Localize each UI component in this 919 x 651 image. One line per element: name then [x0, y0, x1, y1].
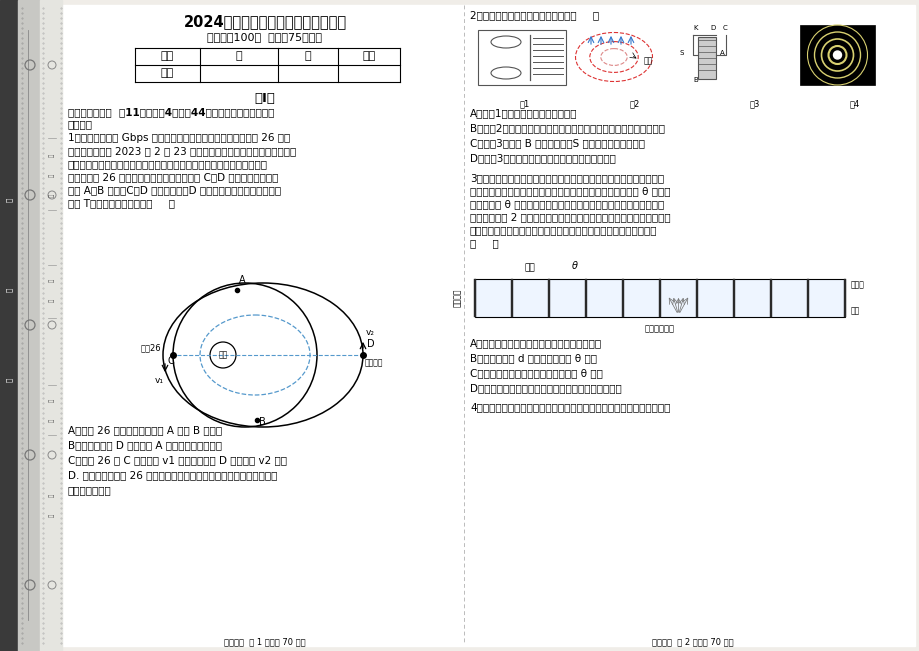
- Text: D. 相等时间内中星 26 与地球的连线扫过的面积大于侦察卫星与地球的: D. 相等时间内中星 26 与地球的连线扫过的面积大于侦察卫星与地球的: [68, 470, 277, 480]
- Bar: [800, 25, 874, 85]
- Text: 校: 校: [49, 419, 55, 422]
- Text: 屏幕: 屏幕: [850, 307, 859, 316]
- Text: D: D: [709, 25, 714, 31]
- Bar: [584, 279, 586, 317]
- Text: 都为 T。下列说法正确的是（     ）: 都为 T。下列说法正确的是（ ）: [68, 198, 175, 208]
- Text: D: D: [367, 339, 374, 349]
- Bar: [0, 0, 18, 651]
- Bar: [473, 279, 476, 317]
- Text: 装: 装: [6, 198, 12, 202]
- Text: v₂: v₂: [366, 328, 375, 337]
- Text: B: B: [259, 417, 266, 427]
- Text: C: C: [722, 25, 727, 31]
- Text: A．中星 26 与侦察卫星可能在 A 点或 B 点相遇: A．中星 26 与侦察卫星可能在 A 点或 B 点相遇: [68, 425, 221, 435]
- Text: 题号: 题号: [161, 51, 174, 61]
- Text: 内: 内: [49, 493, 55, 497]
- Text: 源，位于相邻两屏障的正中间。不考虑光的衍射。下列说法正确的是: 源，位于相邻两屏障的正中间。不考虑光的衍射。下列说法正确的是: [470, 225, 657, 235]
- Bar: [621, 279, 624, 317]
- Text: 一: 一: [235, 51, 242, 61]
- Text: 学: 学: [49, 398, 55, 402]
- Text: 交于 A、B 两点，C、D 连线过地心，D 点为远地点，两卫星运行周期: 交于 A、B 两点，C、D 连线过地心，D 点为远地点，两卫星运行周期: [68, 185, 281, 195]
- Text: 考: 考: [49, 514, 55, 517]
- Text: B: B: [692, 77, 697, 83]
- Text: D．从上往下观察手机屏幕，看到的图像比实际位置低: D．从上往下观察手机屏幕，看到的图像比实际位置低: [470, 383, 621, 393]
- Text: B．屏障的高度 d 越大，可视角度 θ 越大: B．屏障的高度 d 越大，可视角度 θ 越大: [470, 353, 596, 363]
- Text: 4．地铁靠站时列车车体和屏蔽门之间安装有光电传感器。如图甲所示，: 4．地铁靠站时列车车体和屏蔽门之间安装有光电传感器。如图甲所示，: [470, 402, 670, 412]
- Bar: [732, 279, 734, 317]
- Bar: [547, 279, 550, 317]
- Text: A: A: [720, 50, 724, 56]
- Bar: [695, 279, 698, 317]
- Text: 星，于北京时间 2023 年 2 月 23 日在西昌卫星发射中心成功发射，该卫: 星，于北京时间 2023 年 2 月 23 日在西昌卫星发射中心成功发射，该卫: [68, 146, 296, 156]
- Text: 侦察卫星: 侦察卫星: [365, 358, 383, 367]
- Text: 第I卷: 第I卷: [255, 92, 275, 105]
- Circle shape: [833, 51, 841, 59]
- Bar: [698, 37, 715, 79]
- Bar: [769, 279, 771, 317]
- Text: 发光像素单元: 发光像素单元: [644, 324, 675, 333]
- Text: A．图（1）中线圈中的磁场能在增加: A．图（1）中线圈中的磁场能在增加: [470, 108, 577, 118]
- Text: θ: θ: [572, 261, 577, 271]
- Text: 客: 客: [49, 154, 55, 157]
- Bar: [806, 279, 809, 317]
- Text: S: S: [679, 50, 684, 56]
- Text: 最大折射角的 2 倍）。发光像素单元紧贴防窥屏的下表面，可视为点光: 最大折射角的 2 倍）。发光像素单元紧贴防窥屏的下表面，可视为点光: [470, 212, 670, 222]
- Text: 班: 班: [49, 193, 55, 197]
- Text: 2．下列有关四幅图像说法正确的是（     ）: 2．下列有关四幅图像说法正确的是（ ）: [470, 10, 598, 20]
- Text: 二: 二: [304, 51, 311, 61]
- Bar: [40, 0, 62, 651]
- Text: 物理试题  第 2 页（共 70 页）: 物理试题 第 2 页（共 70 页）: [652, 637, 733, 646]
- Text: 透明介质: 透明介质: [452, 289, 461, 307]
- Text: 图1: 图1: [519, 99, 529, 108]
- Text: 中星26: 中星26: [141, 343, 161, 352]
- Bar: [843, 279, 845, 317]
- Text: 图2: 图2: [630, 99, 640, 108]
- Text: 线: 线: [6, 378, 12, 382]
- Text: 空气: 空气: [524, 264, 535, 273]
- Text: （可视角度 θ 定义为某像素单元发出的光在图示平面内折射到空气后: （可视角度 θ 定义为某像素单元发出的光在图示平面内折射到空气后: [470, 199, 664, 209]
- Text: 图3: 图3: [749, 99, 759, 108]
- Text: 连线扫过的面积: 连线扫过的面积: [68, 485, 111, 495]
- Text: A．防窥屏实现防窥效果主要是运用了光的干涉: A．防窥屏实现防窥效果主要是运用了光的干涉: [470, 338, 601, 348]
- Text: 1．我国首颗超百 Gbps 容量高通量地球静止轨道通信卫星中星 26 号卫: 1．我国首颗超百 Gbps 容量高通量地球静止轨道通信卫星中星 26 号卫: [68, 133, 289, 143]
- Text: 订: 订: [6, 288, 12, 292]
- Text: 2024年高考物理考前冲刺试卷及答案: 2024年高考物理考前冲刺试卷及答案: [183, 14, 346, 29]
- Text: B．图（2）中变化的磁场周围存在电场，与周围有没有闭合电路无关: B．图（2）中变化的磁场周围存在电场，与周围有没有闭合电路无关: [470, 123, 664, 133]
- Text: B．侦查卫星从 D 点运动到 A 点过程中机械能增大: B．侦查卫星从 D 点运动到 A 点过程中机械能增大: [68, 440, 221, 450]
- Text: C．图（3）中若 B 线圈不闭合，S 断开时延时效果还存在: C．图（3）中若 B 线圈不闭合，S 断开时延时效果还存在: [470, 138, 644, 148]
- Text: C．中星 26 在 C 点线速度 v1 与侦察卫星在 D 点线速度 v2 相等: C．中星 26 在 C 点线速度 v1 与侦察卫星在 D 点线速度 v2 相等: [68, 455, 287, 465]
- Text: C: C: [167, 356, 175, 366]
- Bar: [478, 30, 565, 85]
- Bar: [474, 279, 844, 317]
- Text: 防窥屏: 防窥屏: [850, 281, 864, 290]
- Text: 3．如图所示是某款手机防窥屏的原理图，在透明介质中有相互平行排: 3．如图所示是某款手机防窥屏的原理图，在透明介质中有相互平行排: [470, 173, 664, 183]
- Text: 符合题意: 符合题意: [68, 119, 93, 129]
- Text: 图4: 图4: [849, 99, 859, 108]
- Text: A: A: [239, 275, 245, 285]
- Text: 分数: 分数: [161, 68, 174, 79]
- Bar: [510, 279, 513, 317]
- Text: 级: 级: [49, 173, 55, 176]
- Text: D．图（3）中电子的衍射实验证明了电子的粒子性: D．图（3）中电子的衍射实验证明了电子的粒子性: [470, 153, 615, 163]
- Text: C．透明介质的折射率越大，可视角度 θ 越大: C．透明介质的折射率越大，可视角度 θ 越大: [470, 368, 602, 378]
- Text: v₁: v₁: [154, 376, 164, 385]
- Text: 某时刻中星 26 与椭圆轨道侦察卫星恰好位于 C、D 两点，两星轨道相: 某时刻中星 26 与椭圆轨道侦察卫星恰好位于 C、D 两点，两星轨道相: [68, 172, 278, 182]
- Text: 姓: 姓: [49, 279, 55, 282]
- Text: 总分: 总分: [362, 51, 375, 61]
- Text: 物理试题  第 1 页（共 70 页）: 物理试题 第 1 页（共 70 页）: [224, 637, 305, 646]
- Text: K: K: [692, 25, 697, 31]
- Text: 星主要用于为固定端及车、船、机载终端提供高速宽带接入服务。如图，: 星主要用于为固定端及车、船、机载终端提供高速宽带接入服务。如图，: [68, 159, 267, 169]
- Text: 一、单项选择题  共11题，每题4分，共44分，每题只有一个选项最: 一、单项选择题 共11题，每题4分，共44分，每题只有一个选项最: [68, 107, 274, 117]
- Bar: [18, 0, 40, 651]
- Text: 地球: 地球: [218, 350, 227, 359]
- Bar: [658, 279, 661, 317]
- Text: 电场: 电场: [643, 56, 652, 65]
- Text: 列的吸光屏障，屏障垂直于屏幕，可实现对像素单元可视角度 θ 的控制: 列的吸光屏障，屏障垂直于屏幕，可实现对像素单元可视角度 θ 的控制: [470, 186, 670, 196]
- Text: （满分：100分  时间：75分钟）: （满分：100分 时间：75分钟）: [208, 32, 323, 42]
- Text: （     ）: （ ）: [470, 238, 498, 248]
- Text: 名: 名: [49, 298, 55, 301]
